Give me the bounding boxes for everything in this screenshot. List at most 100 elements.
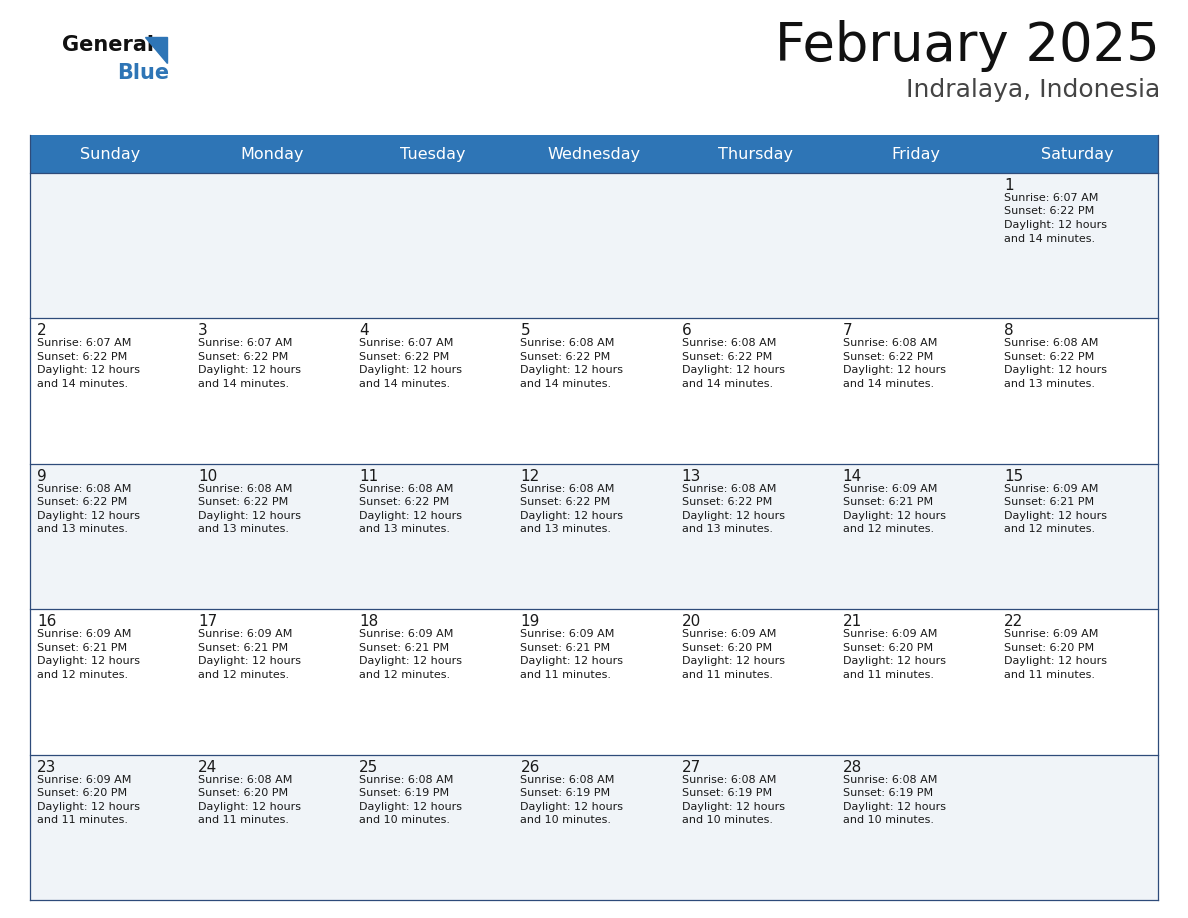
Text: Sunset: 6:22 PM: Sunset: 6:22 PM (520, 352, 611, 362)
Text: Daylight: 12 hours: Daylight: 12 hours (37, 365, 140, 375)
Text: Sunset: 6:22 PM: Sunset: 6:22 PM (842, 352, 933, 362)
Text: Sunset: 6:22 PM: Sunset: 6:22 PM (520, 498, 611, 508)
Text: Sunset: 6:22 PM: Sunset: 6:22 PM (1004, 352, 1094, 362)
Text: Sunset: 6:20 PM: Sunset: 6:20 PM (198, 788, 289, 798)
Text: Sunrise: 6:09 AM: Sunrise: 6:09 AM (359, 629, 454, 639)
Text: and 14 minutes.: and 14 minutes. (359, 379, 450, 389)
Text: Sunrise: 6:08 AM: Sunrise: 6:08 AM (359, 484, 454, 494)
Text: Sunrise: 6:09 AM: Sunrise: 6:09 AM (842, 629, 937, 639)
Text: 13: 13 (682, 469, 701, 484)
Text: Daylight: 12 hours: Daylight: 12 hours (37, 801, 140, 812)
Text: 22: 22 (1004, 614, 1023, 629)
Text: and 10 minutes.: and 10 minutes. (682, 815, 772, 825)
Polygon shape (145, 37, 168, 63)
Text: Sunset: 6:20 PM: Sunset: 6:20 PM (842, 643, 933, 653)
Text: 10: 10 (198, 469, 217, 484)
Text: Sunrise: 6:08 AM: Sunrise: 6:08 AM (520, 339, 615, 349)
Text: Saturday: Saturday (1041, 147, 1113, 162)
FancyBboxPatch shape (30, 755, 1158, 900)
Text: and 14 minutes.: and 14 minutes. (198, 379, 289, 389)
Text: February 2025: February 2025 (776, 20, 1159, 72)
Text: Daylight: 12 hours: Daylight: 12 hours (520, 365, 624, 375)
Text: Sunset: 6:22 PM: Sunset: 6:22 PM (198, 352, 289, 362)
Text: and 13 minutes.: and 13 minutes. (520, 524, 612, 534)
Text: Sunset: 6:20 PM: Sunset: 6:20 PM (1004, 643, 1094, 653)
Text: Daylight: 12 hours: Daylight: 12 hours (842, 365, 946, 375)
Text: 2: 2 (37, 323, 46, 339)
FancyBboxPatch shape (30, 464, 1158, 610)
Text: 12: 12 (520, 469, 539, 484)
Text: 1: 1 (1004, 178, 1013, 193)
Text: Sunrise: 6:08 AM: Sunrise: 6:08 AM (1004, 339, 1098, 349)
Text: Daylight: 12 hours: Daylight: 12 hours (37, 656, 140, 666)
Text: Daylight: 12 hours: Daylight: 12 hours (198, 510, 301, 521)
Text: Sunrise: 6:09 AM: Sunrise: 6:09 AM (37, 775, 132, 785)
Text: and 12 minutes.: and 12 minutes. (359, 670, 450, 679)
Text: and 12 minutes.: and 12 minutes. (1004, 524, 1095, 534)
Text: and 13 minutes.: and 13 minutes. (198, 524, 289, 534)
Text: Sunrise: 6:09 AM: Sunrise: 6:09 AM (1004, 629, 1098, 639)
Text: 25: 25 (359, 759, 379, 775)
Text: 15: 15 (1004, 469, 1023, 484)
Text: Daylight: 12 hours: Daylight: 12 hours (842, 510, 946, 521)
Text: Daylight: 12 hours: Daylight: 12 hours (1004, 656, 1107, 666)
Text: Daylight: 12 hours: Daylight: 12 hours (359, 801, 462, 812)
Text: Daylight: 12 hours: Daylight: 12 hours (359, 656, 462, 666)
Text: and 10 minutes.: and 10 minutes. (842, 815, 934, 825)
Text: and 14 minutes.: and 14 minutes. (842, 379, 934, 389)
FancyBboxPatch shape (191, 135, 353, 173)
Text: Sunrise: 6:09 AM: Sunrise: 6:09 AM (198, 629, 292, 639)
Text: Sunset: 6:19 PM: Sunset: 6:19 PM (682, 788, 772, 798)
Text: Daylight: 12 hours: Daylight: 12 hours (682, 656, 784, 666)
Text: Tuesday: Tuesday (400, 147, 466, 162)
Text: Sunset: 6:21 PM: Sunset: 6:21 PM (37, 643, 127, 653)
Text: 4: 4 (359, 323, 369, 339)
Text: and 14 minutes.: and 14 minutes. (682, 379, 772, 389)
Text: 9: 9 (37, 469, 46, 484)
Text: 6: 6 (682, 323, 691, 339)
Text: and 14 minutes.: and 14 minutes. (1004, 233, 1095, 243)
Text: and 12 minutes.: and 12 minutes. (198, 670, 289, 679)
FancyBboxPatch shape (30, 173, 1158, 319)
Text: Blue: Blue (116, 63, 169, 83)
Text: Daylight: 12 hours: Daylight: 12 hours (682, 510, 784, 521)
Text: and 13 minutes.: and 13 minutes. (682, 524, 772, 534)
Text: Sunset: 6:22 PM: Sunset: 6:22 PM (359, 352, 449, 362)
Text: and 12 minutes.: and 12 minutes. (842, 524, 934, 534)
Text: Daylight: 12 hours: Daylight: 12 hours (359, 365, 462, 375)
Text: Sunrise: 6:09 AM: Sunrise: 6:09 AM (1004, 484, 1098, 494)
Text: Sunrise: 6:08 AM: Sunrise: 6:08 AM (198, 484, 292, 494)
Text: 17: 17 (198, 614, 217, 629)
Text: Daylight: 12 hours: Daylight: 12 hours (198, 365, 301, 375)
Text: 11: 11 (359, 469, 379, 484)
Text: Sunset: 6:20 PM: Sunset: 6:20 PM (682, 643, 772, 653)
Text: Indralaya, Indonesia: Indralaya, Indonesia (905, 78, 1159, 102)
Text: and 11 minutes.: and 11 minutes. (682, 670, 772, 679)
Text: Sunset: 6:21 PM: Sunset: 6:21 PM (842, 498, 933, 508)
Text: General: General (62, 35, 154, 55)
Text: Sunrise: 6:08 AM: Sunrise: 6:08 AM (198, 775, 292, 785)
Text: Sunset: 6:19 PM: Sunset: 6:19 PM (359, 788, 449, 798)
Text: Thursday: Thursday (718, 147, 792, 162)
Text: and 10 minutes.: and 10 minutes. (520, 815, 612, 825)
Text: 5: 5 (520, 323, 530, 339)
FancyBboxPatch shape (30, 135, 191, 173)
Text: 24: 24 (198, 759, 217, 775)
Text: Daylight: 12 hours: Daylight: 12 hours (520, 801, 624, 812)
Text: Daylight: 12 hours: Daylight: 12 hours (682, 801, 784, 812)
Text: Sunrise: 6:07 AM: Sunrise: 6:07 AM (198, 339, 292, 349)
Text: 7: 7 (842, 323, 852, 339)
FancyBboxPatch shape (675, 135, 835, 173)
Text: and 12 minutes.: and 12 minutes. (37, 670, 128, 679)
Text: Sunrise: 6:08 AM: Sunrise: 6:08 AM (842, 775, 937, 785)
Text: Sunrise: 6:08 AM: Sunrise: 6:08 AM (359, 775, 454, 785)
Text: and 13 minutes.: and 13 minutes. (1004, 379, 1095, 389)
Text: Friday: Friday (892, 147, 941, 162)
Text: Sunset: 6:22 PM: Sunset: 6:22 PM (37, 352, 127, 362)
Text: Sunset: 6:21 PM: Sunset: 6:21 PM (1004, 498, 1094, 508)
Text: Sunrise: 6:08 AM: Sunrise: 6:08 AM (682, 775, 776, 785)
Text: Sunrise: 6:09 AM: Sunrise: 6:09 AM (842, 484, 937, 494)
Text: Sunrise: 6:08 AM: Sunrise: 6:08 AM (682, 484, 776, 494)
Text: Sunset: 6:19 PM: Sunset: 6:19 PM (842, 788, 933, 798)
Text: Sunrise: 6:08 AM: Sunrise: 6:08 AM (37, 484, 132, 494)
